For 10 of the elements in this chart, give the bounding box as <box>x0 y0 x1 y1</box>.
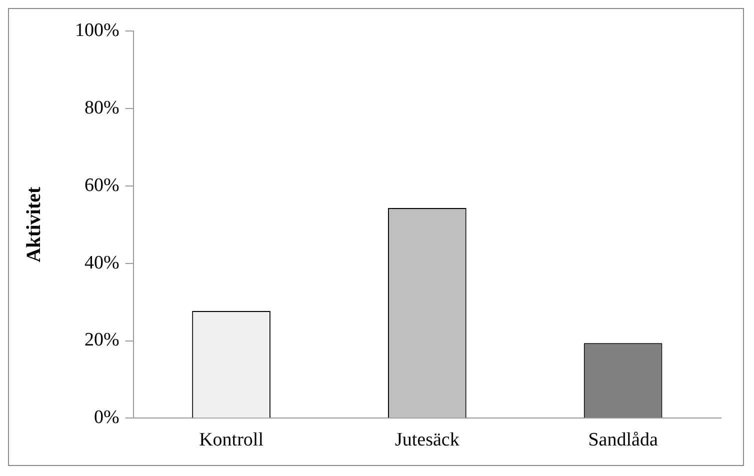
x-tick-label: Sandlåda <box>588 430 658 451</box>
y-tick-label: 100% <box>75 20 120 41</box>
y-tick-label: 80% <box>84 97 120 118</box>
y-axis-title: Aktivitet <box>23 186 46 262</box>
x-tick-label: Kontroll <box>199 430 264 451</box>
x-tick-label: Jutesäck <box>394 430 460 451</box>
y-tick-label: 20% <box>84 330 120 351</box>
y-tick-label: 40% <box>84 252 120 274</box>
y-tick-label: 60% <box>84 174 120 196</box>
y-tick-label: 0% <box>94 407 120 428</box>
